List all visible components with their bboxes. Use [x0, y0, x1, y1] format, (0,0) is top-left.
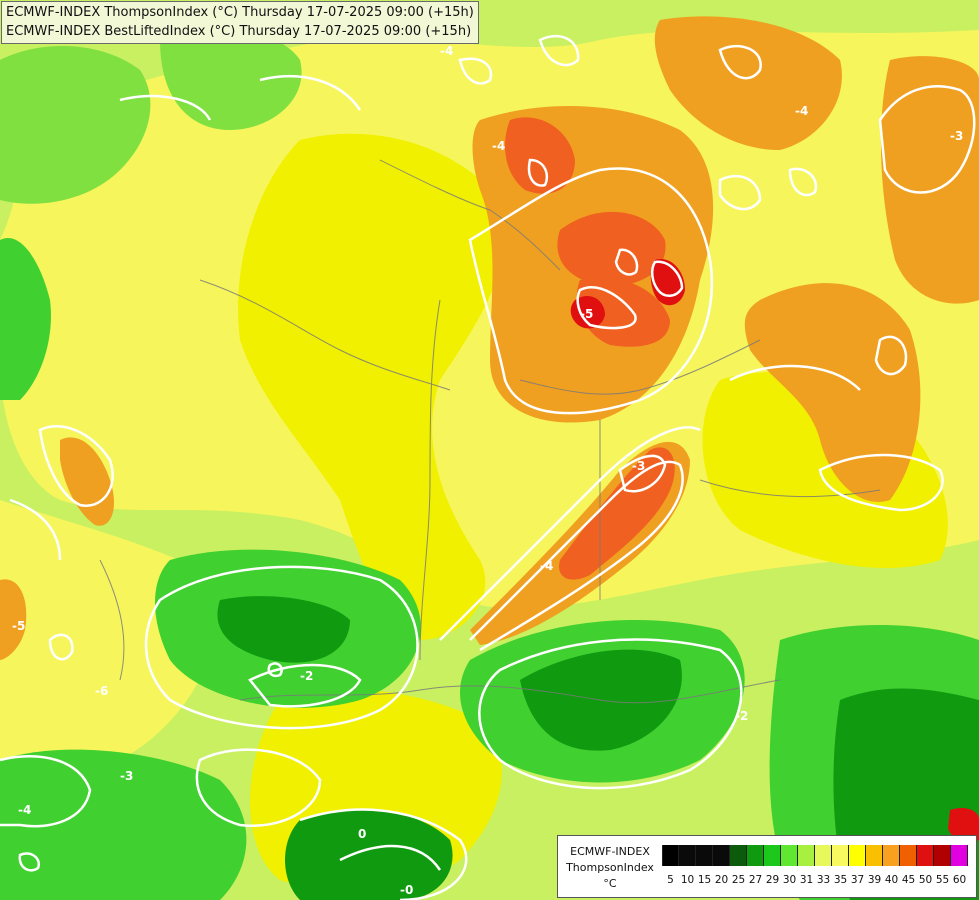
legend-tick-label: 5 — [667, 874, 674, 886]
legend-swatch — [866, 845, 883, 866]
dark-green-south — [285, 809, 453, 900]
contour-label: -4 — [440, 44, 453, 58]
legend-tick-label: 10 — [680, 874, 695, 886]
legend-swatch — [747, 845, 764, 866]
legend-swatch — [917, 845, 934, 866]
contour-label: -4 — [540, 559, 553, 573]
legend-tick-label: 45 — [901, 874, 916, 886]
red-core-2 — [570, 295, 605, 329]
legend-tick-label: 40 — [884, 874, 899, 886]
legend-tick-label: 31 — [799, 874, 814, 886]
contour-label: -6 — [95, 684, 108, 698]
map-title: ECMWF-INDEX ThompsonIndex (°C) Thursday … — [1, 1, 479, 44]
contour-label: -5 — [580, 307, 593, 321]
legend-swatch — [679, 845, 696, 866]
legend-tick-label: 25 — [731, 874, 746, 886]
title-line-bestlifted: ECMWF-INDEX BestLiftedIndex (°C) Thursda… — [6, 24, 472, 39]
legend-swatches — [662, 845, 968, 866]
orange-region-west — [60, 437, 115, 526]
legend-swatch — [900, 845, 917, 866]
legend-tick-label: 27 — [748, 874, 763, 886]
dark-orange-center-3 — [576, 277, 670, 347]
legend-swatch — [798, 845, 815, 866]
contour-label: -3 — [632, 459, 645, 473]
bright-yellow-center — [238, 133, 506, 640]
legend-swatch — [730, 845, 747, 866]
legend-tick-label: 50 — [918, 874, 933, 886]
dark-green-south-center — [217, 596, 350, 663]
contour-label: -5 — [12, 619, 25, 633]
contour-label: -4 — [795, 104, 808, 118]
contour-label: -0 — [400, 883, 413, 897]
legend-swatch — [696, 845, 713, 866]
legend-label: ECMWF-INDEX ThompsonIndex °C — [562, 844, 658, 892]
orange-region-east — [880, 56, 979, 304]
title-line-thompson: ECMWF-INDEX ThompsonIndex (°C) Thursday … — [6, 5, 474, 20]
color-legend: ECMWF-INDEX ThompsonIndex °C 5 10 15 20 25 27… — [557, 835, 977, 898]
legend-tick-label: 35 — [833, 874, 848, 886]
green-west — [0, 238, 51, 400]
legend-tick-label: 33 — [816, 874, 831, 886]
legend-swatch — [832, 845, 849, 866]
contour-label: -3 — [120, 769, 133, 783]
contour-label: -2 — [300, 669, 313, 683]
bestlifted-contours — [0, 34, 976, 900]
legend-tick-label: 55 — [935, 874, 950, 886]
red-core-3 — [948, 808, 979, 842]
legend-swatch — [662, 845, 679, 866]
legend-tick-label: 30 — [782, 874, 797, 886]
legend-ticks: 5 10 15 20 25 27 29 30 31 33 35 37 39 40 45 50 55 60 — [662, 874, 968, 886]
dark-orange-center-2 — [557, 211, 666, 286]
green-southwest — [0, 749, 247, 900]
legend-tick-label: 39 — [867, 874, 882, 886]
contour-label: -4 — [492, 139, 505, 153]
contour-label: -2 — [735, 709, 748, 723]
contour-label: -3 — [950, 129, 963, 143]
legend-line-3: °C — [603, 877, 617, 890]
legend-swatch — [764, 845, 781, 866]
legend-swatch — [951, 845, 968, 866]
legend-tick-label: 37 — [850, 874, 865, 886]
orange-region-far-west — [0, 579, 27, 660]
legend-tick-label: 60 — [952, 874, 967, 886]
legend-swatch — [781, 845, 798, 866]
contour-labels: -4 -5 -3 -4 -3 -5 -4 -2 -2 -4 0 -0 -6 -3… — [12, 44, 963, 897]
legend-swatch — [934, 845, 951, 866]
legend-swatch — [713, 845, 730, 866]
orange-region-northeast — [654, 16, 842, 150]
legend-tick-label: 20 — [714, 874, 729, 886]
contour-label: -4 — [18, 803, 31, 817]
legend-tick-label: 15 — [697, 874, 712, 886]
legend-swatch — [815, 845, 832, 866]
dark-orange-band — [559, 447, 675, 580]
contour-label: 0 — [358, 827, 366, 841]
legend-line-2: ThompsonIndex — [566, 861, 654, 874]
legend-line-1: ECMWF-INDEX — [570, 845, 650, 858]
legend-tick-label: 29 — [765, 874, 780, 886]
orange-region-east-mid — [744, 283, 921, 502]
dark-orange-center — [505, 117, 575, 194]
legend-swatch — [849, 845, 866, 866]
legend-swatch — [883, 845, 900, 866]
green-northwest — [0, 46, 151, 204]
